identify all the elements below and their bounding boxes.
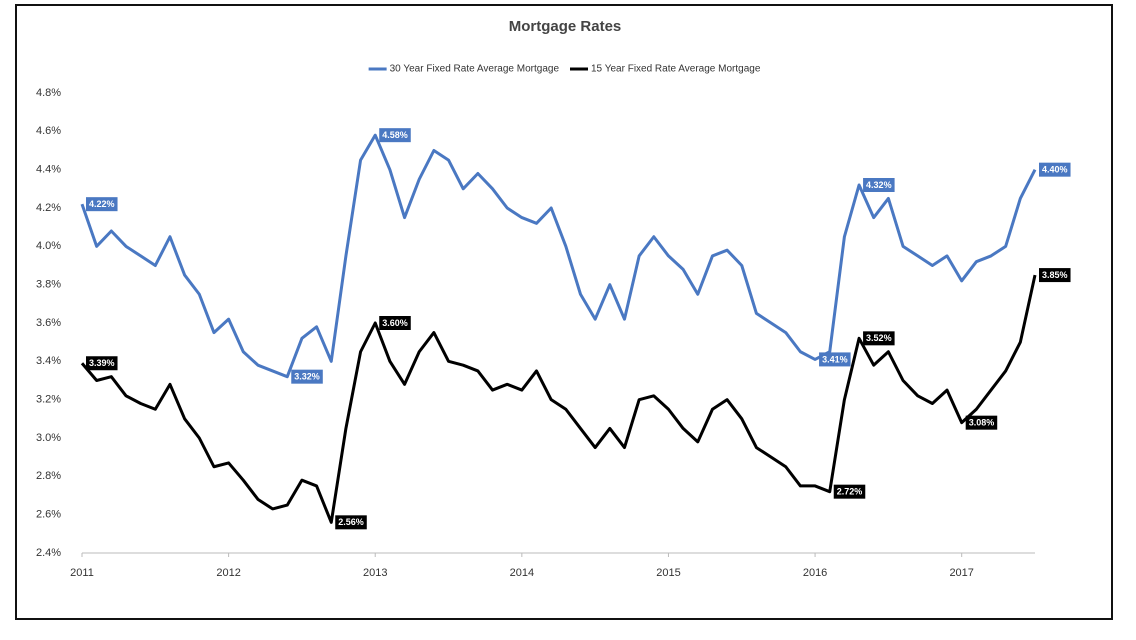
data-label: 4.32% (866, 180, 892, 190)
y-tick-label: 4.4% (36, 164, 61, 176)
data-label: 4.58% (382, 130, 408, 140)
y-tick-label: 4.2% (36, 202, 61, 214)
data-label-bg (291, 369, 323, 384)
y-tick-label: 2.6% (36, 509, 61, 521)
data-label-bg (86, 197, 118, 212)
data-label: 2.56% (338, 517, 364, 527)
data-label: 4.22% (89, 199, 115, 209)
data-label: 3.52% (866, 333, 892, 343)
data-label-bg (833, 484, 866, 499)
legend-label: 30 Year Fixed Rate Average Mortgage (390, 64, 560, 75)
data-label: 3.85% (1042, 270, 1068, 280)
x-tick-label: 2012 (216, 567, 240, 579)
y-tick-label: 2.8% (36, 470, 61, 482)
x-tick-label: 2017 (949, 567, 973, 579)
series-line (80, 133, 1037, 379)
data-label-bg (1039, 268, 1071, 283)
data-label: 4.40% (1042, 165, 1068, 175)
y-tick-label: 3.6% (36, 317, 61, 329)
data-label: 3.60% (382, 318, 408, 328)
y-tick-label: 3.8% (36, 279, 61, 291)
data-label: 2.72% (837, 487, 863, 497)
x-tick-label: 2013 (363, 567, 387, 579)
y-tick-label: 4.8% (36, 87, 61, 99)
y-tick-label: 3.0% (36, 432, 61, 444)
series-line (80, 274, 1037, 524)
data-label-bg (965, 415, 998, 430)
x-tick-label: 2011 (70, 567, 94, 579)
data-label-bg (86, 356, 118, 371)
y-tick-label: 3.4% (36, 355, 61, 367)
y-tick-label: 3.2% (36, 394, 61, 406)
data-label-bg (863, 331, 895, 346)
data-label-bg (863, 178, 895, 192)
data-label-bg (379, 128, 411, 143)
y-tick-label: 2.4% (36, 547, 61, 559)
chart-title: Mortgage Rates (509, 18, 622, 35)
data-label-bg (819, 352, 851, 367)
x-tick-label: 2015 (656, 567, 680, 579)
data-label: 3.41% (822, 354, 848, 364)
y-tick-label: 4.0% (36, 240, 61, 252)
data-label-bg (335, 515, 367, 530)
y-tick-label: 4.6% (36, 125, 61, 137)
data-label-bg (379, 316, 411, 330)
x-tick-label: 2016 (803, 567, 827, 579)
data-label-bg (1039, 162, 1071, 177)
data-label: 3.08% (969, 418, 995, 428)
legend-label: 15 Year Fixed Rate Average Mortgage (591, 64, 761, 75)
data-label: 3.39% (89, 358, 115, 368)
data-label: 3.32% (294, 372, 320, 382)
x-tick-label: 2014 (510, 567, 534, 579)
chart-frame (15, 4, 1113, 620)
